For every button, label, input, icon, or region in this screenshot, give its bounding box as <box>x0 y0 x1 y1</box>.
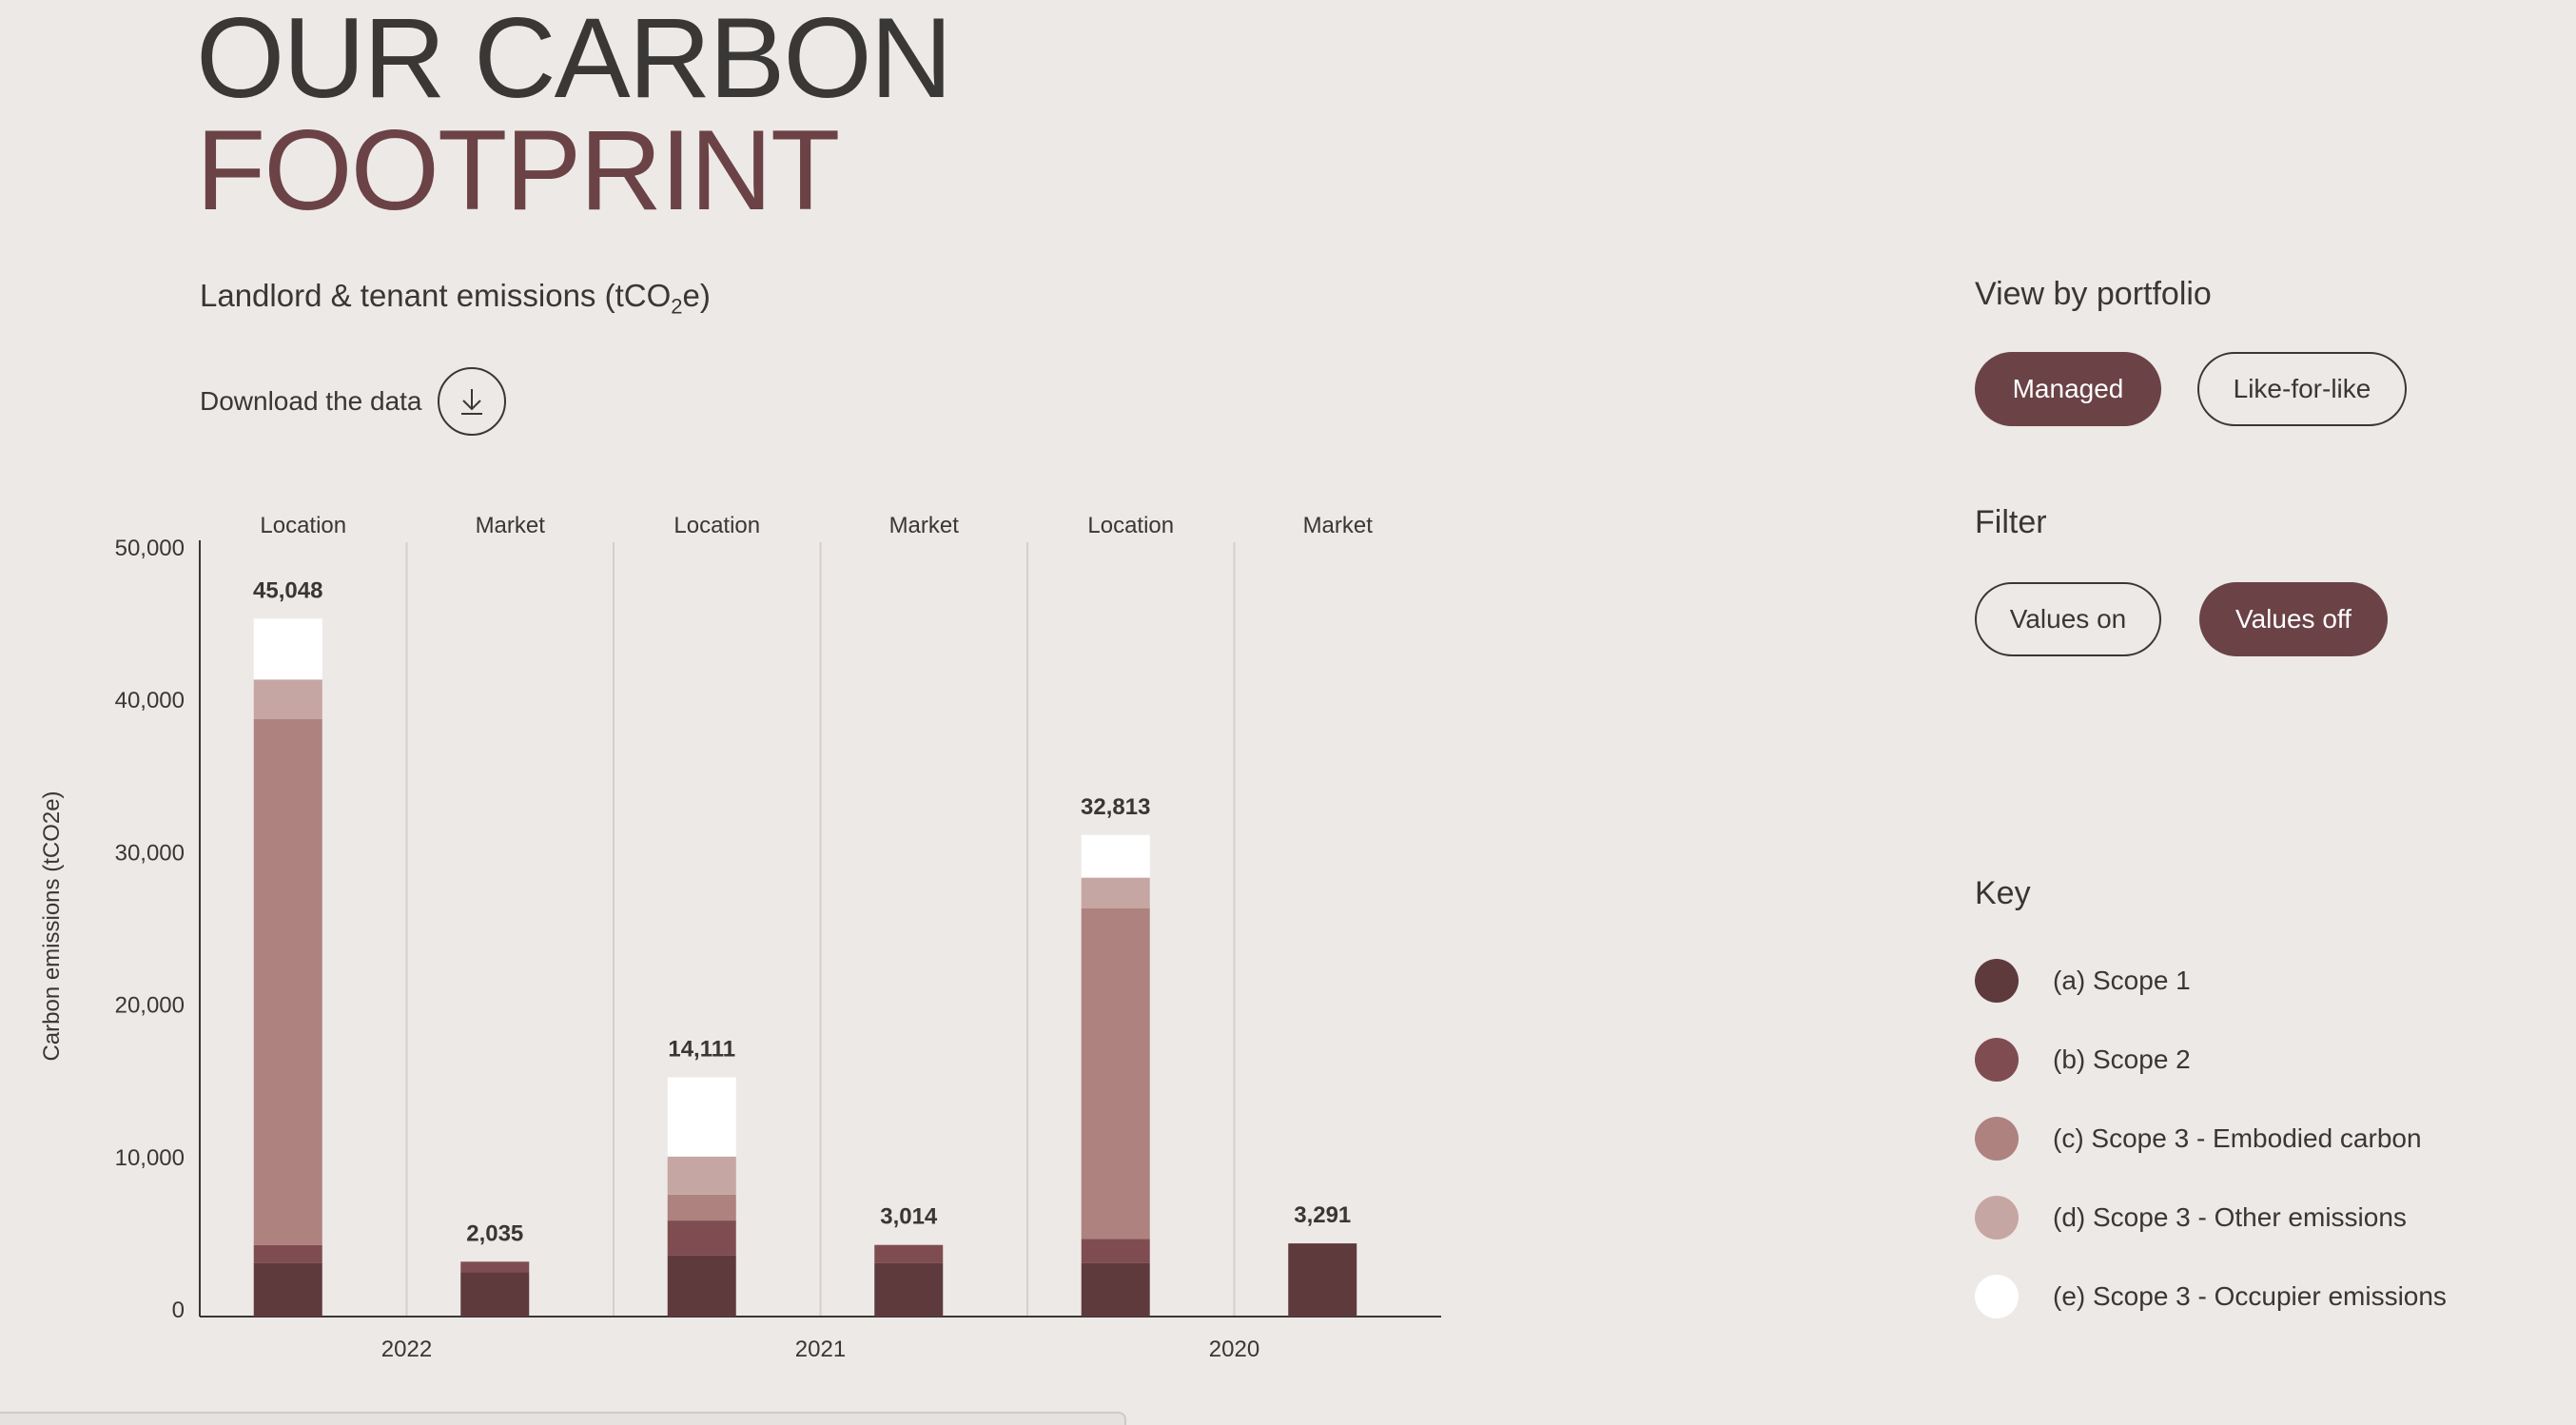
subtitle-main: Landlord & tenant emissions (tCO <box>200 278 672 313</box>
filter-heading: Filter <box>1975 504 2047 540</box>
legend-item: (c) Scope 3 - Embodied carbon <box>1975 1117 2422 1161</box>
subtitle-end: e) <box>682 278 711 313</box>
bar-segment <box>874 1244 944 1263</box>
chart-subtitle: Landlord & tenant emissions (tCO2e) <box>200 278 711 320</box>
legend-item: (a) Scope 1 <box>1975 959 2191 1003</box>
bar-segment <box>667 1156 736 1195</box>
title-line-2: FOOTPRINT <box>196 107 840 234</box>
bar-segment <box>253 679 322 720</box>
bar-total-label: 3,014 <box>880 1204 938 1230</box>
values-off-button[interactable]: Values off <box>2199 582 2388 656</box>
legend-item: (e) Scope 3 - Occupier emissions <box>1975 1275 2447 1318</box>
legend-swatch <box>1975 1117 2019 1161</box>
x-group-label: 2022 <box>381 1337 432 1362</box>
column-label: Market <box>1303 513 1374 538</box>
download-icon[interactable] <box>437 367 506 436</box>
bar-segment <box>253 719 322 1245</box>
values-on-button[interactable]: Values on <box>1975 582 2161 656</box>
y-tick-label: 50,000 <box>115 536 185 561</box>
y-tick-label: 30,000 <box>115 840 185 866</box>
legend-item: (b) Scope 2 <box>1975 1038 2191 1082</box>
bottom-scroll-panel <box>0 1412 1126 1425</box>
x-group-label: 2020 <box>1209 1337 1259 1362</box>
bar-segment <box>667 1220 736 1256</box>
legend-swatch <box>1975 1038 2019 1082</box>
emissions-chart: 0 10,000 20,000 30,000 40,000 50,000 Carbon em… <box>39 513 1441 1362</box>
bar-segment <box>1081 834 1150 878</box>
legend-label: (b) Scope 2 <box>2053 1044 2191 1074</box>
column-label: Location <box>1087 513 1174 538</box>
y-tick-label: 0 <box>172 1298 185 1323</box>
legend-swatch <box>1975 1275 2019 1318</box>
y-tick-label: 20,000 <box>115 993 185 1019</box>
bar-total-label: 3,291 <box>1294 1202 1351 1228</box>
subtitle-subscript: 2 <box>671 294 683 319</box>
bar-total-label: 14,111 <box>668 1036 735 1062</box>
column-label: Market <box>889 513 960 538</box>
bar-segment <box>667 1255 736 1317</box>
bar-segment <box>1081 1239 1150 1263</box>
chart-svg: 0 10,000 20,000 30,000 40,000 50,000 Carbon em… <box>39 513 1441 1362</box>
bar-segment <box>1081 908 1150 1240</box>
bar-segment <box>1288 1243 1357 1317</box>
x-group-label: 2021 <box>795 1337 846 1362</box>
column-label: Location <box>260 513 346 538</box>
bar-segment <box>1081 1262 1150 1317</box>
bar-segment <box>874 1262 944 1317</box>
y-tick-label: 40,000 <box>115 688 185 713</box>
y-axis-label: Carbon emissions (tCO2e) <box>39 791 65 1061</box>
bar-segment <box>667 1194 736 1221</box>
legend-label: (c) Scope 3 - Embodied carbon <box>2053 1123 2422 1153</box>
download-data-button[interactable]: Download the data <box>200 367 506 436</box>
title-line-1: OUR CARBON <box>196 0 952 122</box>
bar-segment <box>253 1244 322 1263</box>
bar-total-label: 45,048 <box>253 577 322 603</box>
bar-segment <box>460 1272 530 1317</box>
page-title: OUR CARBON FOOTPRINT <box>196 0 952 234</box>
column-label: Market <box>476 513 546 538</box>
managed-button[interactable]: Managed <box>1975 352 2161 426</box>
bar-segment <box>667 1077 736 1157</box>
bar-segment <box>253 1262 322 1317</box>
legend-swatch <box>1975 1196 2019 1240</box>
y-tick-label: 10,000 <box>115 1145 185 1171</box>
bar-total-label: 2,035 <box>466 1220 523 1246</box>
like-for-like-button[interactable]: Like-for-like <box>2197 352 2407 426</box>
column-label: Location <box>673 513 760 538</box>
bar-segment <box>253 618 322 680</box>
legend-swatch <box>1975 959 2019 1003</box>
key-heading: Key <box>1975 875 2031 911</box>
legend-label: (a) Scope 1 <box>2053 966 2191 995</box>
download-label: Download the data <box>200 386 422 416</box>
legend-label: (d) Scope 3 - Other emissions <box>2053 1202 2407 1232</box>
bar-segment <box>460 1261 530 1273</box>
sidebar: View by portfolio Managed Like-for-like … <box>1975 0 2565 1421</box>
legend-item: (d) Scope 3 - Other emissions <box>1975 1196 2407 1240</box>
legend-label: (e) Scope 3 - Occupier emissions <box>2053 1281 2447 1311</box>
portfolio-heading: View by portfolio <box>1975 276 2212 312</box>
bar-segment <box>1081 877 1150 908</box>
bar-total-label: 32,813 <box>1081 794 1150 820</box>
